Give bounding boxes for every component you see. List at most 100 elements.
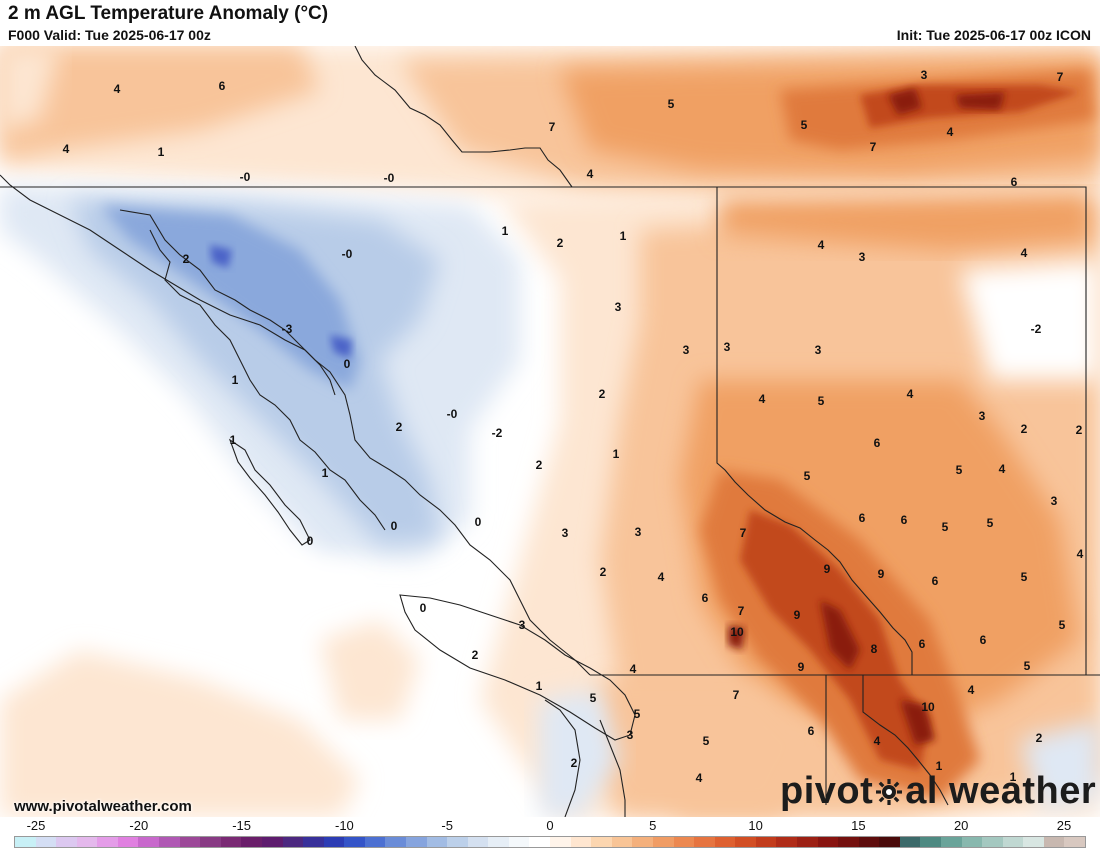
colorbar-swatch xyxy=(447,837,468,847)
anomaly-label: 4 xyxy=(114,82,121,96)
anomaly-label: 5 xyxy=(590,691,597,705)
anomaly-region xyxy=(70,200,440,545)
anomaly-label: 8 xyxy=(871,642,878,656)
colorbar-swatch xyxy=(323,837,345,847)
anomaly-label: -0 xyxy=(384,171,395,185)
anomaly-label: 10 xyxy=(730,625,744,639)
anomaly-label: 7 xyxy=(733,688,740,702)
colorbar-swatch xyxy=(426,837,448,847)
colorbar-tick-label: -20 xyxy=(129,818,149,833)
colorbar-swatch xyxy=(467,837,489,847)
colorbar-swatch xyxy=(941,837,962,847)
anomaly-label: 6 xyxy=(808,724,815,738)
colorbar-tick-label: 20 xyxy=(953,818,969,833)
anomaly-label: 2 xyxy=(599,387,606,401)
colorbar-swatch xyxy=(159,837,180,847)
anomaly-label: 3 xyxy=(519,618,526,632)
colorbar-tick-label: -5 xyxy=(441,818,453,833)
anomaly-label: -2 xyxy=(1031,322,1042,336)
colorbar-swatch xyxy=(97,837,118,847)
colorbar-swatch xyxy=(652,837,674,847)
website-credit[interactable]: www.pivotalweather.com xyxy=(14,798,192,815)
anomaly-label: 4 xyxy=(63,142,70,156)
colorbar-swatch xyxy=(1064,837,1086,847)
anomaly-label: 7 xyxy=(738,604,745,618)
political-borders xyxy=(0,46,1100,817)
colorbar-swatch xyxy=(200,837,221,847)
colorbar-tick-label: -15 xyxy=(232,818,251,833)
anomaly-label: 3 xyxy=(627,728,634,742)
colorbar-swatch xyxy=(838,837,859,847)
anomaly-label: 4 xyxy=(999,462,1006,476)
colorbar-tick-label: 10 xyxy=(748,818,763,833)
colorbar-swatch xyxy=(899,837,921,847)
anomaly-label: 2 xyxy=(571,756,578,770)
anomaly-label: 6 xyxy=(874,436,881,450)
anomaly-label: 1 xyxy=(502,224,509,238)
colorbar-tick-label: 0 xyxy=(546,818,554,833)
anomaly-region xyxy=(955,92,1005,110)
colorbar-swatch xyxy=(508,837,530,847)
anomaly-label: 5 xyxy=(801,118,808,132)
valid-time: F000 Valid: Tue 2025-06-17 00z xyxy=(8,27,211,43)
anomaly-label: 2 xyxy=(557,236,564,250)
anomaly-label: 5 xyxy=(1021,570,1028,584)
anomaly-label: 6 xyxy=(1011,175,1018,189)
colorbar-ticks: -25 -20 -15 -10 -5 0 5 10 15 20 25 xyxy=(0,818,1100,833)
colorbar-legend: -25 -20 -15 -10 -5 0 5 10 15 20 25 xyxy=(0,817,1100,850)
anomaly-label: 4 xyxy=(1077,547,1084,561)
anomaly-label: 5 xyxy=(987,516,994,530)
anomaly-label: 6 xyxy=(859,511,866,525)
anomaly-region xyxy=(0,46,320,160)
anomaly-label: 3 xyxy=(1051,494,1058,508)
anomaly-label: 6 xyxy=(901,513,908,527)
colorbar-swatch xyxy=(858,837,880,847)
anomaly-label: 2 xyxy=(1076,423,1083,437)
anomaly-label: 1 xyxy=(322,466,329,480)
anomaly-label: 2 xyxy=(183,252,190,266)
anomaly-label: 5 xyxy=(818,394,825,408)
anomaly-label: 0 xyxy=(391,519,398,533)
anomaly-label: 3 xyxy=(859,250,866,264)
anomaly-label: 4 xyxy=(759,392,766,406)
anomaly-label: 4 xyxy=(1021,246,1028,260)
colorbar-swatch xyxy=(755,837,777,847)
anomaly-region xyxy=(900,700,935,745)
colorbar-swatch xyxy=(961,837,983,847)
init-time: Init: Tue 2025-06-17 00z ICON xyxy=(896,27,1091,43)
anomaly-label: 5 xyxy=(1059,618,1066,632)
logo-text-right: al weather xyxy=(905,770,1097,812)
colorbar-swatch xyxy=(488,837,509,847)
colorbar-swatch xyxy=(982,837,1003,847)
colorbar-swatch xyxy=(673,837,695,847)
anomaly-label: 9 xyxy=(824,562,831,576)
anomaly-label: 1 xyxy=(1010,770,1017,784)
anomaly-label: 3 xyxy=(921,68,928,82)
anomaly-map[interactable]: 4 6 4 1 7 5 5 3 7 4 7 -0 -0 4 6 1 2 1 4 3 4 2 -0 3 -2 -3 3 3 3 0 1 2 4 5 4… xyxy=(0,46,1100,817)
anomaly-label: 6 xyxy=(702,591,709,605)
anomaly-label: 5 xyxy=(634,707,641,721)
colorbar-swatch xyxy=(282,837,304,847)
anomaly-label: 5 xyxy=(804,469,811,483)
colorbar-swatch xyxy=(879,837,900,847)
anomaly-label: 7 xyxy=(1057,70,1064,84)
logo-text-left: pivot xyxy=(780,770,874,812)
anomaly-label: 0 xyxy=(420,601,427,615)
anomaly-label: 1 xyxy=(158,145,165,159)
colorbar-swatch xyxy=(261,837,283,847)
colorbar-swatch xyxy=(138,837,160,847)
anomaly-label: 9 xyxy=(798,660,805,674)
anomaly-label: 2 xyxy=(1021,422,1028,436)
anomaly-label: -3 xyxy=(282,322,293,336)
anomaly-label: 1 xyxy=(613,447,620,461)
colorbar-swatch xyxy=(694,837,715,847)
colorbar-swatch xyxy=(56,837,77,847)
anomaly-label: 3 xyxy=(615,300,622,314)
map-title: 2 m AGL Temperature Anomaly (°C) xyxy=(8,3,329,24)
anomaly-label: 5 xyxy=(703,734,710,748)
anomaly-label: 4 xyxy=(874,734,881,748)
anomaly-label: 3 xyxy=(724,340,731,354)
anomaly-label: -0 xyxy=(342,247,353,261)
anomaly-region xyxy=(1020,720,1100,810)
